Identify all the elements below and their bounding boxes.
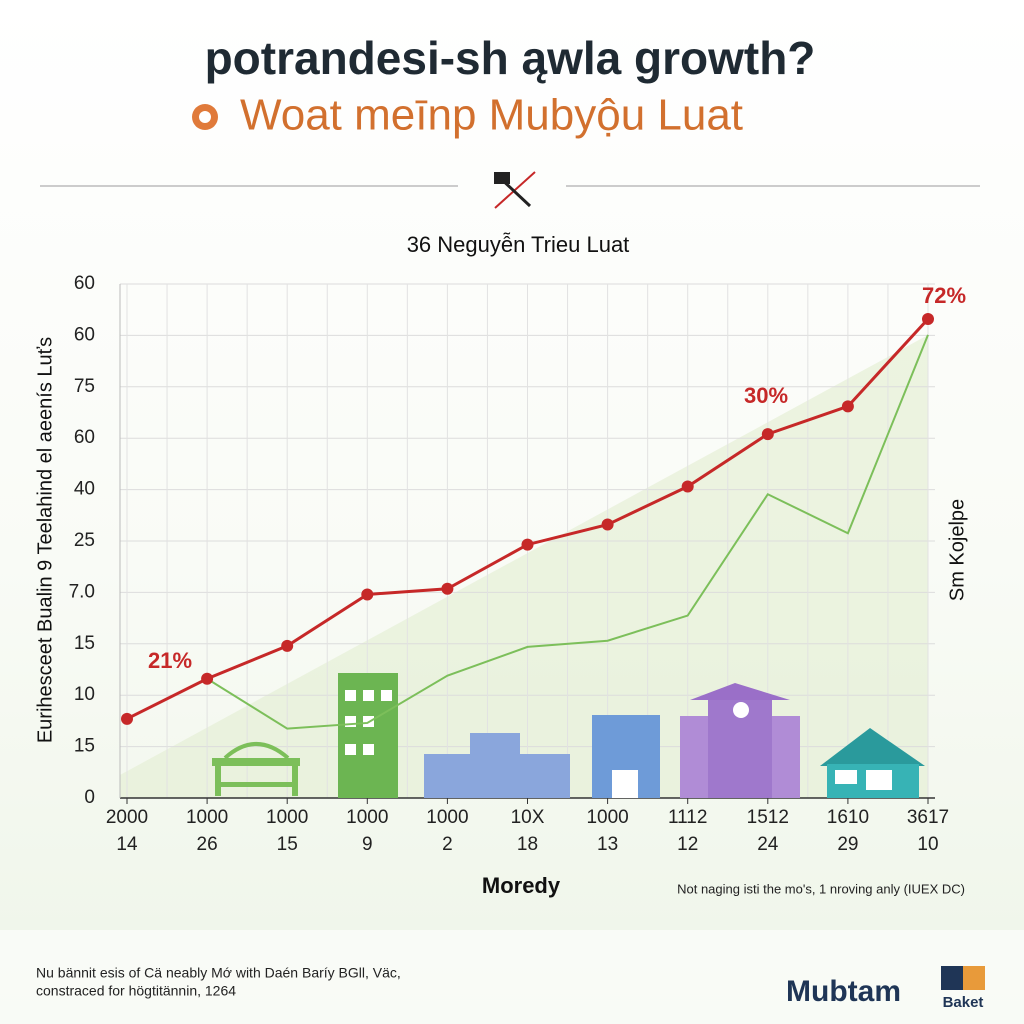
y-tick-label: 60	[74, 273, 95, 294]
y-tick-label: 40	[74, 479, 95, 500]
x-tick-label: 1000	[266, 807, 308, 828]
x-tick-label: 10	[917, 834, 938, 855]
y-tick-label: 10	[74, 684, 95, 705]
point	[761, 428, 774, 441]
y-tick-label: 60	[74, 427, 95, 448]
point	[601, 518, 614, 531]
x-tick-label: 12	[677, 834, 698, 855]
note: Not naging isti the mo's, 1 nroving anly…	[677, 881, 965, 896]
y-tick-label: 25	[74, 530, 95, 551]
x-tick-label: 1000	[426, 807, 468, 828]
footer-caption: constraced for högtitännin, 1264	[36, 983, 236, 999]
x-tick-label: 1610	[827, 807, 869, 828]
x-tick-label: 26	[197, 834, 218, 855]
brand: Mubtam	[786, 975, 901, 1008]
footer-band	[0, 930, 1024, 1024]
y2-axis-label: Sm Kojelpe	[946, 499, 968, 601]
y-tick-label: 7.0	[69, 581, 95, 602]
x-tick-label: 2000	[106, 807, 148, 828]
x-tick-label: 15	[277, 834, 298, 855]
buildings	[212, 673, 925, 798]
point	[201, 672, 214, 685]
badge: Baket	[943, 994, 984, 1011]
chart-title: 36 Neguyễn Trieu Luat	[407, 232, 630, 257]
point	[681, 480, 694, 493]
x-tick-label: 29	[837, 834, 858, 855]
annotation: 72%	[922, 283, 966, 308]
x-tick-label: 1112	[668, 807, 707, 828]
point	[441, 582, 454, 595]
point	[521, 538, 534, 551]
divider-icon	[494, 171, 536, 209]
x-tick-label: 18	[517, 834, 538, 855]
x-axis-label: Moredy	[482, 873, 561, 898]
footer-caption: Nu bännit esis of Cä neably Mớ with Daén…	[36, 965, 401, 981]
x-tick-label: 1000	[346, 807, 388, 828]
x-tick-label: 10X	[511, 807, 545, 828]
y-tick-label: 75	[74, 376, 95, 397]
page-title: potrandesi-sh ąwla growth?	[205, 32, 816, 84]
x-tick-label: 14	[116, 834, 138, 855]
badge-icon	[941, 966, 985, 990]
point	[281, 639, 294, 652]
annotation: 21%	[148, 648, 192, 673]
x-tick-label: 2	[442, 834, 453, 855]
subtitle-icon	[192, 104, 218, 130]
x-tick-label: 9	[362, 834, 373, 855]
point	[922, 312, 934, 325]
x-tick-label: 13	[597, 834, 618, 855]
point	[121, 712, 133, 725]
x-tick-label: 24	[757, 834, 779, 855]
page-subtitle: Woat meīnp Mubyộu Luat	[240, 91, 743, 140]
x-tick-label: 3617	[907, 807, 949, 828]
x-tick-label: 1000	[186, 807, 228, 828]
x-tick-label: 1000	[586, 807, 628, 828]
y-tick-label: 15	[74, 633, 95, 654]
series-line	[206, 334, 929, 730]
y-tick-label: 60	[74, 324, 95, 345]
y-axis-label: Eurihesceet Bualin 9 Teelahind el aeenís…	[34, 337, 56, 743]
x-tick-label: 1512	[747, 807, 789, 828]
area-shade	[120, 335, 928, 798]
point	[361, 588, 374, 601]
point	[841, 400, 854, 413]
y-tick-label: 0	[84, 787, 95, 808]
annotation: 30%	[744, 383, 788, 408]
y-tick-label: 15	[74, 736, 95, 757]
